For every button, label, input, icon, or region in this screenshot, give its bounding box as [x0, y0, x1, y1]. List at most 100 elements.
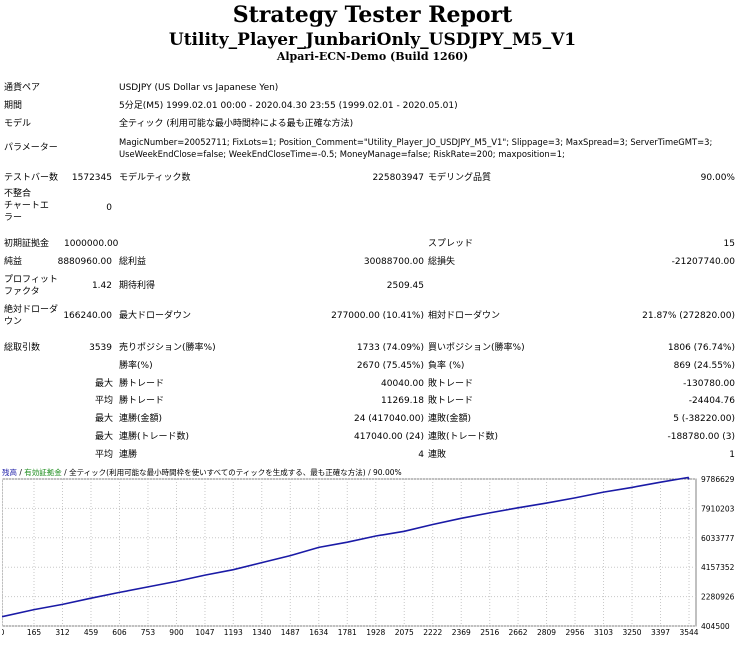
legend-sep-3: /: [365, 468, 374, 477]
loss-pct-value: 869 (24.55%): [673, 361, 735, 371]
largest-win-label: 勝トレード: [119, 379, 165, 389]
largest-loss-value: -130780.00: [683, 379, 735, 389]
x-tick-label: 2222: [423, 628, 442, 637]
net-label: 純益: [4, 257, 23, 267]
legend-sep-2: /: [61, 468, 70, 477]
bars-label: テストバー数: [4, 173, 59, 183]
pf-label-1: プロフィット: [4, 275, 58, 285]
balance-chart: 残高 / 有効証拠金 / 全ティック(利用可能な最小時間枠を使いすべてのティック…: [2, 467, 740, 641]
rel-dd-value: 21.87% (272820.00): [642, 311, 735, 321]
short-label: 売りポジション(勝率%): [119, 343, 216, 353]
legend-quality: 90.00%: [373, 468, 402, 477]
x-tick-label: 459: [84, 628, 99, 637]
max-cons-cnt-word: 最大: [95, 432, 114, 442]
x-tick-label: 753: [141, 628, 156, 637]
net-value: 8880960.00: [57, 257, 112, 267]
max-dd-label: 最大ドローダウン: [119, 311, 192, 321]
abs-dd-value: 166240.00: [63, 311, 112, 321]
avg-loss-value: -24404.76: [688, 396, 735, 406]
loss-pct-label: 負率 (%): [428, 361, 465, 371]
y-tick-label: 7910203: [701, 504, 735, 513]
model-value: 全ティック (利用可能な最小時間枠による最も正確な方法): [119, 119, 354, 129]
deposit-label: 初期証拠金: [4, 239, 50, 249]
x-tick-label: 312: [55, 628, 70, 637]
symbol-value: USDJPY (US Dollar vs Japanese Yen): [119, 83, 279, 93]
x-tick-label: 900: [169, 628, 184, 637]
chart-legend: 残高 / 有効証拠金 / 全ティック(利用可能な最小時間枠を使いすべてのティック…: [2, 467, 402, 479]
cons-loss-amt-label: 連敗(金額): [428, 414, 472, 424]
x-tick-label: 1487: [281, 628, 300, 637]
x-tick-label: 1781: [338, 628, 357, 637]
largest-loss-label: 敗トレード: [428, 379, 474, 389]
avg-cons-win-value: 4: [418, 450, 424, 460]
x-tick-label: 1634: [309, 628, 328, 637]
deposit-value: 1000000.00: [64, 239, 119, 249]
long-value: 1806 (76.74%): [667, 343, 735, 353]
gross-loss-label: 総損失: [428, 257, 456, 267]
x-tick-label: 1193: [224, 628, 243, 637]
model-label: モデル: [4, 119, 32, 129]
pf-label-2: ファクタ: [4, 287, 40, 297]
legend-model: 全ティック(利用可能な最小時間枠を使いすべてのティックを生成する、最も正確な方法…: [69, 468, 366, 477]
period-label: 期間: [4, 101, 23, 111]
x-tick-label: 3544: [679, 628, 698, 637]
win-pct-value: 2670 (75.45%): [356, 361, 424, 371]
cons-win-cnt-value: 417040.00 (24): [353, 432, 424, 442]
report-title: Strategy Tester Report: [232, 2, 513, 28]
x-tick-label: 165: [27, 628, 42, 637]
avg-cons-win-label: 連勝: [119, 450, 138, 460]
params-line-2: UseWeekEndClose=false; WeekEndCloseTime=…: [119, 149, 565, 159]
avg-loss-label: 敗トレード: [428, 396, 474, 406]
mismatch-value: 0: [106, 203, 112, 213]
cons-win-amt-value: 24 (417040.00): [353, 414, 424, 424]
quality-label: モデリング品質: [428, 173, 492, 183]
x-tick-label: 2809: [537, 628, 556, 637]
y-tick-label: 2280926: [701, 593, 735, 602]
cons-win-amt-label: 連勝(金額): [119, 414, 163, 424]
short-value: 1733 (74.09%): [356, 343, 424, 353]
legend-sep-1: /: [17, 468, 25, 477]
largest-word: 最大: [95, 379, 114, 389]
trades-label: 総取引数: [4, 343, 41, 353]
plot-frame: [2, 478, 697, 627]
mismatch-label-2: チャートエ: [4, 201, 49, 211]
cons-win-cnt-label: 連勝(トレード数): [119, 432, 190, 442]
avg-cons-word: 平均: [95, 450, 114, 460]
avg-cons-loss-label: 連敗: [428, 450, 447, 460]
avg-win-value: 11269.18: [381, 396, 424, 406]
ticks-value: 225803947: [372, 173, 424, 183]
x-tick-label: 0: [2, 628, 5, 637]
max-cons-amt-word: 最大: [95, 414, 114, 424]
abs-dd-label-1: 絶対ドローダ: [4, 305, 59, 315]
x-tick-label: 1047: [195, 628, 214, 637]
y-tick-label: 6033777: [701, 534, 735, 543]
trades-value: 3539: [89, 343, 112, 353]
x-tick-label: 1928: [366, 628, 385, 637]
expected-value: 2509.45: [386, 281, 424, 291]
legend-margin: 有効証拠金: [24, 468, 62, 477]
server-name: Alpari-ECN-Demo (Build 1260): [276, 50, 469, 63]
spread-label: スプレッド: [428, 239, 474, 249]
x-tick-label: 2369: [452, 628, 471, 637]
long-label: 買いポジション(勝率%): [428, 343, 525, 353]
x-tick-label: 3250: [622, 628, 641, 637]
gross-profit-value: 30088700.00: [363, 257, 424, 267]
report-subtitle: Utility_Player_JunbariOnly_USDJPY_M5_V1: [168, 30, 577, 50]
abs-dd-label-2: ウン: [4, 317, 23, 327]
gross-loss-value: -21207740.00: [671, 257, 735, 267]
quality-value: 90.00%: [700, 173, 735, 183]
y-tick-label: 404500: [701, 622, 730, 631]
legend-balance: 残高: [2, 468, 17, 477]
mismatch-label-3: ラー: [4, 213, 23, 223]
mismatch-label-1: 不整合: [4, 189, 32, 199]
x-tick-label: 2075: [395, 628, 414, 637]
x-tick-label: 2662: [508, 628, 527, 637]
y-tick-label: 4157352: [701, 563, 735, 572]
max-dd-value: 277000.00 (10.41%): [331, 311, 424, 321]
x-tick-label: 2956: [565, 628, 584, 637]
x-tick-label: 1340: [252, 628, 271, 637]
cons-loss-cnt-value: -188780.00 (3): [667, 432, 735, 442]
win-pct-label: 勝率(%): [119, 361, 153, 371]
balance-series-line: [2, 476, 690, 618]
params-label: パラメーター: [4, 143, 58, 153]
